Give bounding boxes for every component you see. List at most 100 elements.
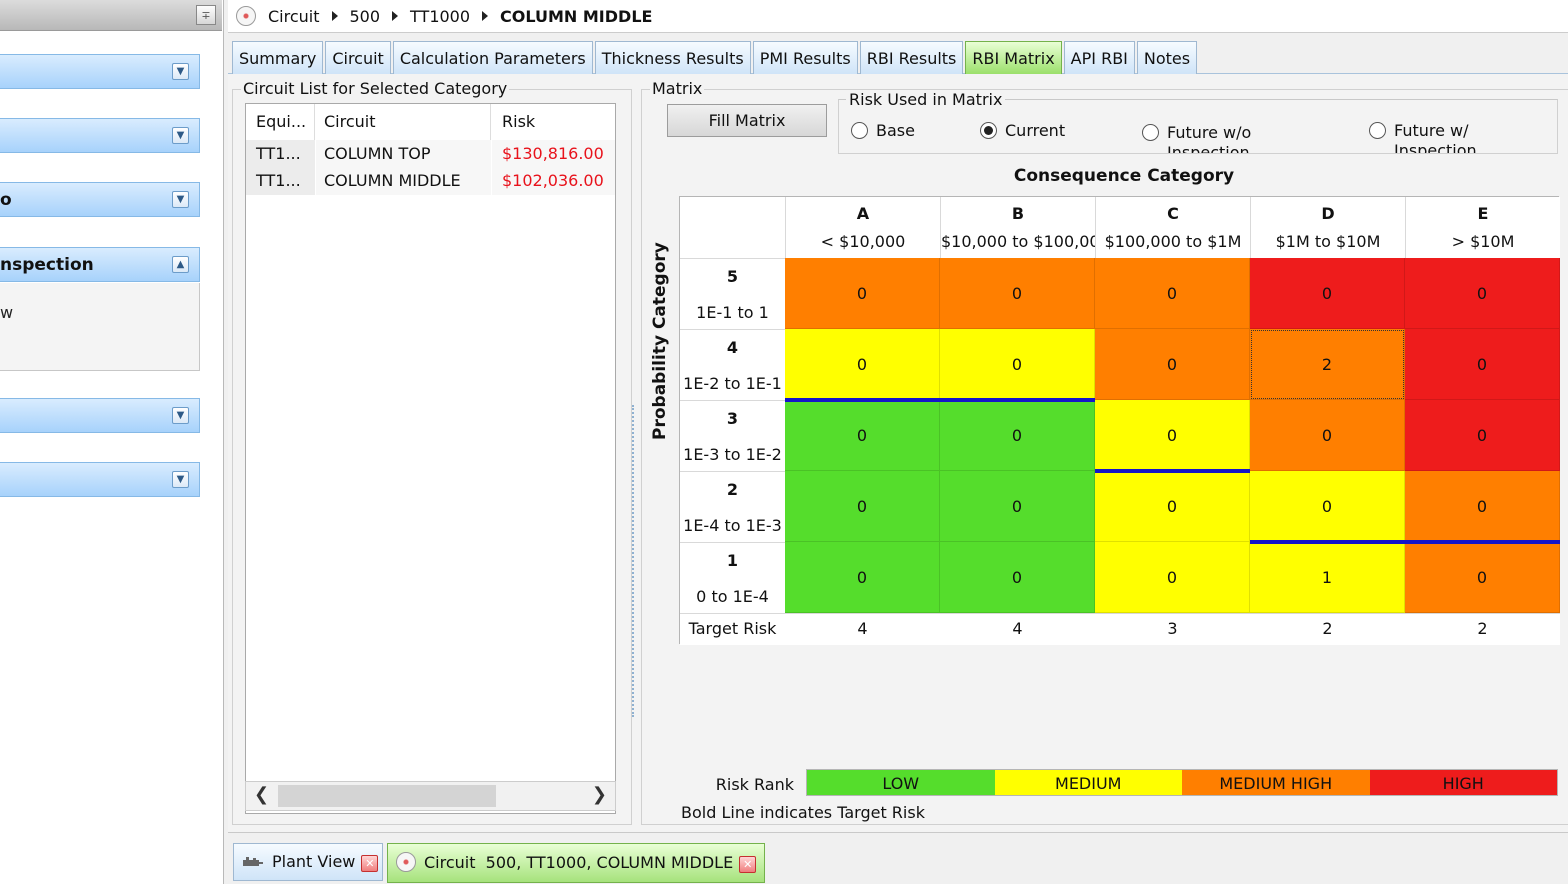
consequence-letter: A [856,204,870,223]
tab-pmi-results[interactable]: PMI Results [752,41,858,74]
nav-group-1[interactable]: ▼ [0,54,200,89]
nav-sub-item[interactable]: w [0,303,14,322]
pin-icon[interactable]: ∓ [196,5,216,25]
matrix-cell[interactable]: 0 [1250,400,1405,471]
breadcrumb-arrow-icon[interactable] [392,11,399,21]
chevron-down-icon[interactable]: ▼ [172,127,189,144]
tab-notes[interactable]: Notes [1136,41,1198,74]
nav-group-5[interactable]: ▼ [0,398,200,433]
scroll-left-icon[interactable]: ❮ [254,784,270,805]
horizontal-scrollbar[interactable]: ❮ ❯ [245,781,616,811]
close-icon[interactable]: ✕ [739,856,757,873]
radio-button[interactable] [1142,124,1159,141]
table-row[interactable]: TT1... COLUMN MIDDLE $102,036.00 [246,167,615,195]
tab-summary[interactable]: Summary [232,41,324,74]
matrix-cell[interactable]: 0 [940,258,1095,329]
nav-group-2[interactable]: ▼ [0,118,200,153]
radio-base[interactable]: Base [851,121,915,141]
nav-group-6[interactable]: ▼ [0,462,200,497]
table-row[interactable]: TT1... COLUMN TOP $130,816.00 [246,140,615,168]
radio-future-with-inspection[interactable]: Future w/ Inspection [1369,121,1494,154]
breadcrumb-item[interactable]: Circuit [268,6,320,26]
column-header-circuit[interactable]: Circuit [316,104,491,140]
scroll-thumb[interactable] [278,785,496,807]
tab-rbi-results[interactable]: RBI Results [859,41,964,74]
matrix-cell[interactable]: 0 [940,542,1095,613]
matrix-cell[interactable]: 1 [1250,542,1405,613]
column-header-equipment[interactable]: Equi... [246,104,315,140]
matrix-cell[interactable]: 0 [1405,400,1560,471]
matrix-cell[interactable]: 0 [1250,471,1405,542]
radio-future-without-inspection[interactable]: Future w/o Inspection [1142,123,1267,153]
radio-label: Future w/ Inspection [1394,121,1477,154]
nav-group-label: nspection [0,255,94,275]
target-risk-note: Bold Line indicates Target Risk [681,803,925,822]
target-risk-label: Target Risk [680,613,785,645]
nav-group-inspection[interactable]: nspection ▲ [0,247,200,282]
probability-row-header: 4 1E-2 to 1E-1 [680,329,785,400]
doc-tab-circuit[interactable]: Circuit 500, TT1000, COLUMN MIDDLE ✕ [387,843,765,883]
tab-rbi-matrix[interactable]: RBI Matrix [965,41,1062,74]
breadcrumb-item[interactable]: 500 [349,6,381,26]
matrix-cell[interactable]: 2 [1250,329,1405,400]
matrix-cell[interactable]: 0 [1405,542,1560,613]
nav-group-3[interactable]: o ▼ [0,182,200,217]
column-header-risk[interactable]: Risk [492,104,615,140]
matrix-cell[interactable]: 0 [1095,400,1250,471]
chevron-up-icon[interactable]: ▲ [172,256,189,273]
consequence-range: < $10,000 [820,232,906,251]
nav-group-label: o [0,190,12,210]
matrix-cell[interactable]: 0 [940,329,1095,400]
tab-thickness-results[interactable]: Thickness Results [594,41,751,74]
consequence-column-header: B $10,000 to $100,000 [940,197,1095,258]
matrix-cell[interactable]: 0 [785,258,940,329]
tab-api-rbi[interactable]: API RBI [1063,41,1135,74]
radio-button-selected[interactable] [980,122,997,139]
radio-current[interactable]: Current [980,121,1065,141]
radio-label: Base [876,121,915,140]
chevron-down-icon[interactable]: ▼ [172,407,189,424]
matrix-cell[interactable]: 0 [940,471,1095,542]
matrix-cell[interactable]: 0 [1250,258,1405,329]
circuit-list-title: Circuit List for Selected Category [241,79,510,98]
breadcrumb-arrow-icon[interactable] [331,11,338,21]
matrix-cell[interactable]: 0 [940,400,1095,471]
matrix-cell[interactable]: 0 [1095,542,1250,613]
legend-medium-high: MEDIUM HIGH [1182,770,1370,795]
matrix-cell[interactable]: 0 [1095,329,1250,400]
matrix-cell[interactable]: 0 [1405,258,1560,329]
legend-low: LOW [807,770,995,795]
splitter-handle[interactable] [632,405,640,717]
probability-number: 4 [726,338,739,357]
consequence-range: $1M to $10M [1275,232,1381,251]
radio-button[interactable] [851,122,868,139]
target-risk-line [940,398,1095,402]
tab-circuit[interactable]: Circuit [325,41,391,74]
close-icon[interactable]: ✕ [361,855,379,872]
breadcrumb-item[interactable]: TT1000 [410,6,471,26]
probability-row-header: 1 0 to 1E-4 [680,542,785,613]
chevron-down-icon[interactable]: ▼ [172,191,189,208]
breadcrumb-arrow-icon[interactable] [482,11,489,21]
fill-matrix-button[interactable]: Fill Matrix [667,104,827,137]
chevron-down-icon[interactable]: ▼ [172,63,189,80]
matrix-cell[interactable]: 0 [785,471,940,542]
matrix-cell[interactable]: 0 [785,329,940,400]
matrix-cell[interactable]: 0 [785,542,940,613]
consequence-category-title: Consequence Category [1013,166,1235,186]
matrix-cell[interactable]: 0 [1405,471,1560,542]
matrix-cell[interactable]: 0 [1405,329,1560,400]
scroll-right-icon[interactable]: ❯ [591,784,607,805]
matrix-cell[interactable]: 0 [1095,258,1250,329]
doc-tab-plant-view[interactable]: Plant View ✕ [233,843,383,881]
target-risk-value: 2 [1405,613,1560,645]
chevron-down-icon[interactable]: ▼ [172,471,189,488]
risk-used-group: Base Current Future w/o Inspection Futur… [838,99,1558,154]
matrix-cell[interactable]: 0 [785,400,940,471]
matrix-cell[interactable]: 0 [1095,471,1250,542]
risk-rank-label: Risk Rank [715,775,794,794]
radio-button[interactable] [1369,122,1386,139]
probability-row-header: 2 1E-4 to 1E-3 [680,471,785,542]
matrix-corner-cell [680,197,785,258]
tab-calculation-parameters[interactable]: Calculation Parameters [392,41,593,74]
